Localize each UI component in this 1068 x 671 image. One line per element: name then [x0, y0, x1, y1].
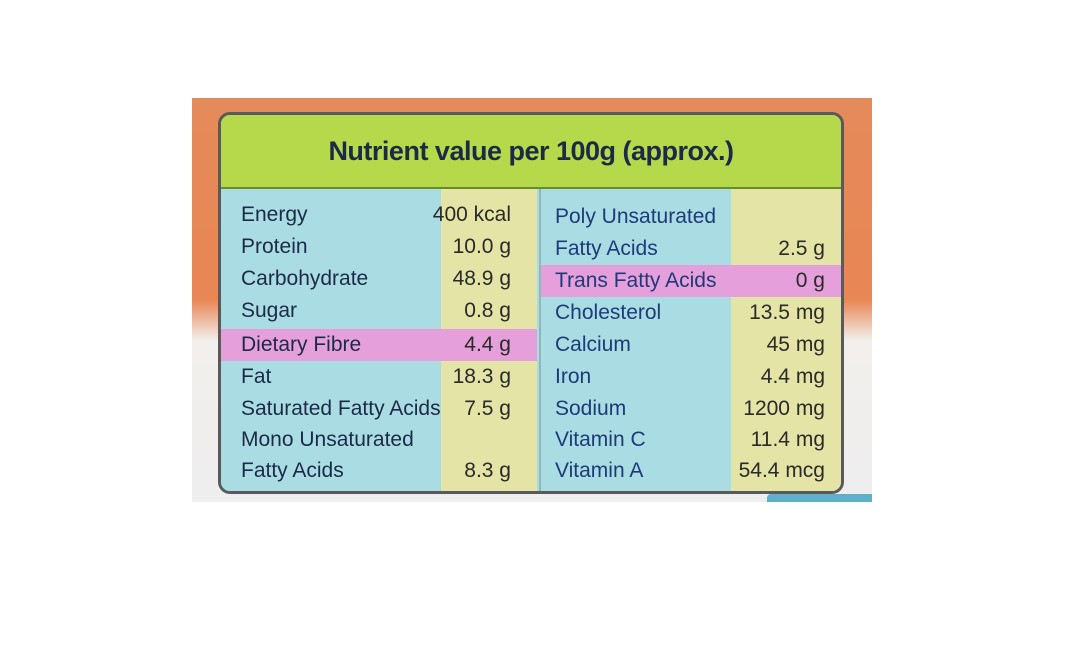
label-header: Nutrient value per 100g (approx.) — [221, 115, 841, 189]
package-photo: Nutrient value per 100g (approx.) Energy… — [192, 98, 872, 502]
nutrient-name: Dietary Fibre — [241, 332, 362, 356]
nutrient-row: Mono Unsaturated — [221, 424, 537, 455]
nutrient-name: Carbohydrate — [241, 266, 369, 290]
nutrient-value: 0 g — [795, 268, 825, 292]
nutrient-value: 45 mg — [766, 332, 825, 356]
nutrient-value: 0.8 g — [464, 298, 511, 322]
nutrient-value: 13.5 mg — [749, 300, 825, 324]
nutrient-value: 1200 mg — [743, 396, 825, 420]
nutrient-value: 4.4 mg — [760, 364, 825, 388]
left-highlight-band — [221, 329, 537, 361]
nutrient-name: Vitamin A — [555, 458, 644, 482]
nutrient-name: Saturated Fatty Acids — [241, 396, 441, 420]
nutrient-row: Vitamin C 11.4 mg — [541, 424, 841, 455]
nutrient-row: Sodium 1200 mg — [541, 393, 841, 424]
nutrient-name: Cholesterol — [555, 300, 662, 324]
nutrient-row: Saturated Fatty Acids 7.5 g — [221, 393, 537, 424]
nutrient-name: Fatty Acids — [241, 458, 344, 482]
nutrient-row: Iron 4.4 mg — [541, 361, 841, 392]
package-edge-strip — [767, 494, 872, 502]
nutrient-value: 2.5 g — [778, 236, 825, 260]
right-highlight-band — [541, 265, 841, 297]
nutrient-value: 4.4 g — [464, 332, 511, 356]
nutrient-name: Fatty Acids — [555, 236, 658, 260]
right-value-column — [731, 189, 841, 491]
nutrient-name: Iron — [555, 364, 592, 388]
nutrient-row-highlighted: Dietary Fibre 4.4 g — [221, 329, 537, 360]
nutrient-name: Vitamin C — [555, 427, 646, 451]
nutrient-value: 10.0 g — [452, 234, 511, 258]
nutrient-name: Calcium — [555, 332, 631, 356]
nutrient-name: Mono Unsaturated — [241, 427, 414, 451]
nutrient-value: 54.4 mcg — [738, 458, 825, 482]
nutrient-row: Energy 400 kcal — [221, 199, 537, 230]
nutrient-value: 7.5 g — [464, 396, 511, 420]
nutrient-value: 18.3 g — [452, 364, 511, 388]
nutrient-value: 8.3 g — [464, 458, 511, 482]
nutrient-row: Protein 10.0 g — [221, 231, 537, 262]
nutrient-value: 400 kcal — [432, 202, 511, 226]
nutrient-name: Sodium — [555, 396, 627, 420]
nutrient-name: Trans Fatty Acids — [555, 268, 717, 292]
nutrition-label: Nutrient value per 100g (approx.) Energy… — [218, 112, 844, 494]
nutrient-row: Fat 18.3 g — [221, 361, 537, 392]
nutrient-row: Poly Unsaturated — [541, 201, 841, 232]
right-name-column — [539, 189, 733, 491]
nutrient-name: Sugar — [241, 298, 298, 322]
nutrient-row: Calcium 45 mg — [541, 329, 841, 360]
nutrient-row: Sugar 0.8 g — [221, 295, 537, 326]
nutrient-name: Poly Unsaturated — [555, 204, 717, 228]
nutrient-name: Fat — [241, 364, 272, 388]
nutrient-value: 11.4 mg — [750, 427, 825, 451]
nutrient-row: Cholesterol 13.5 mg — [541, 297, 841, 328]
nutrient-value: 48.9 g — [452, 266, 511, 290]
nutrient-name: Protein — [241, 234, 308, 258]
nutrient-row: Vitamin A 54.4 mcg — [541, 455, 841, 486]
nutrient-row-highlighted: Trans Fatty Acids 0 g — [541, 265, 841, 296]
nutrient-row: Fatty Acids 2.5 g — [541, 233, 841, 264]
label-title: Nutrient value per 100g (approx.) — [328, 135, 734, 166]
nutrient-name: Energy — [241, 202, 308, 226]
nutrient-row: Carbohydrate 48.9 g — [221, 263, 537, 294]
nutrient-row: Fatty Acids 8.3 g — [221, 455, 537, 486]
